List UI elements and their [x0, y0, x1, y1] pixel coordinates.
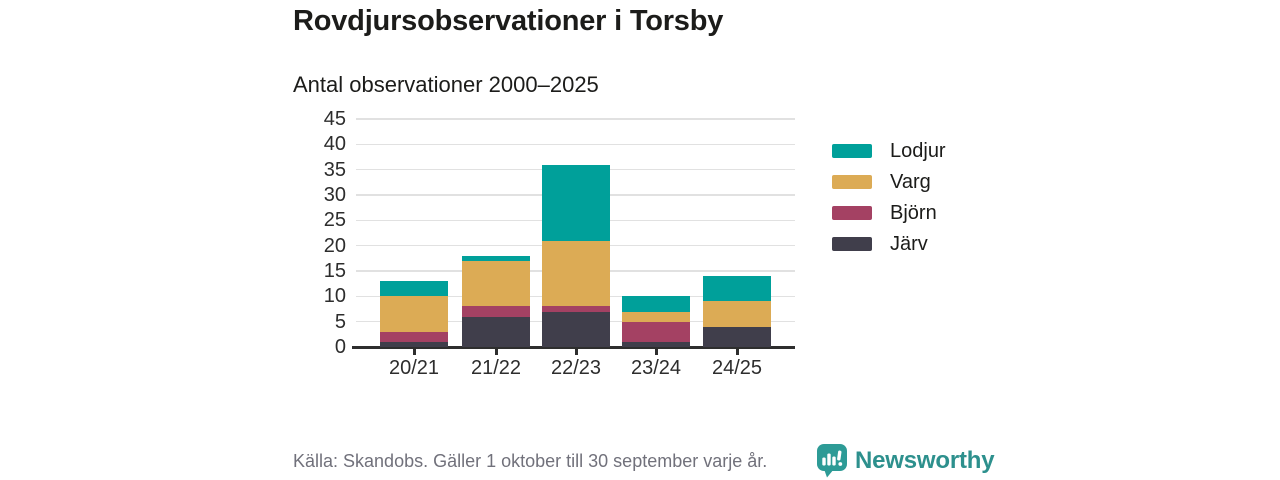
bar-segment: [380, 341, 448, 347]
bar-segment: [703, 276, 771, 302]
x-axis-line: [352, 346, 795, 349]
chart-title: Rovdjursobservationer i Torsby: [293, 5, 724, 37]
x-axis-tick: [735, 349, 739, 355]
bar-segment: [542, 164, 610, 241]
x-axis-tick: [574, 349, 578, 355]
y-tick-label: 25: [323, 209, 346, 232]
bar-segment: [622, 296, 690, 312]
legend-label: Varg: [890, 171, 931, 193]
x-tick-label: 23/24: [630, 357, 682, 379]
gridline: [356, 118, 795, 120]
x-tick-label: 22/23: [550, 357, 602, 379]
y-tick-label: 0: [334, 336, 346, 358]
legend-label: Järv: [890, 233, 928, 255]
bar-column: [542, 119, 610, 347]
bar-segment: [380, 281, 448, 297]
bar-segment: [622, 341, 690, 347]
legend-item: Björn: [832, 203, 946, 223]
bar-column: [462, 119, 530, 347]
bar-segment: [462, 316, 530, 347]
y-tick-label: 30: [323, 184, 346, 206]
y-tick-label: 45: [323, 108, 346, 130]
bar-segment: [542, 240, 610, 307]
bar-segment: [380, 296, 448, 332]
y-tick-label: 20: [323, 234, 346, 257]
legend-item: Varg: [832, 172, 946, 192]
bar-segment: [462, 255, 530, 261]
bar-column: [703, 119, 771, 347]
y-tick-label: 35: [323, 158, 346, 181]
bar-column: [622, 119, 690, 347]
bar-segment: [380, 331, 448, 342]
brand-name: Newsworthy: [855, 446, 995, 474]
legend-swatch: [832, 144, 872, 158]
bar-segment: [542, 311, 610, 347]
y-tick-label: 5: [334, 310, 346, 333]
bar-segment: [542, 306, 610, 312]
x-tick-label: 24/25: [711, 357, 763, 379]
x-axis-tick: [654, 349, 658, 355]
brand-lockup: Newsworthy: [816, 443, 995, 478]
bar-segment: [703, 301, 771, 327]
x-axis-tick: [494, 349, 498, 355]
bar-segment: [622, 311, 690, 322]
plot-area: 20/21 21/22 22/23 23/24 24/25: [352, 118, 795, 379]
bar-segment: [462, 306, 530, 317]
legend: Lodjur Varg Björn Järv: [832, 141, 946, 265]
bar-segment: [462, 260, 530, 307]
bar-column: [380, 119, 448, 347]
y-tick-label: 40: [323, 133, 346, 156]
legend-item: Järv: [832, 234, 946, 254]
x-tick-label: 20/21: [388, 357, 440, 379]
legend-label: Björn: [890, 202, 937, 224]
newsworthy-logo-icon: [817, 444, 847, 478]
chart-subtitle: Antal observationer 2000–2025: [293, 72, 599, 97]
legend-swatch: [832, 237, 872, 251]
legend-swatch: [832, 206, 872, 220]
y-tick-label: 15: [323, 260, 346, 282]
bar-segment: [703, 326, 771, 347]
gridline: [356, 143, 795, 146]
source-note: Källa: Skandobs. Gäller 1 oktober till 3…: [293, 451, 768, 471]
y-tick-label: 10: [323, 285, 346, 308]
legend-item: Lodjur: [832, 141, 946, 161]
legend-swatch: [832, 175, 872, 189]
y-axis-labels: 0 5 10 15 20 25 30 35 40 45: [258, 108, 346, 359]
x-tick-label: 21/22: [470, 357, 522, 379]
bar-segment: [622, 321, 690, 342]
x-axis-tick: [412, 349, 416, 355]
legend-label: Lodjur: [890, 140, 946, 162]
